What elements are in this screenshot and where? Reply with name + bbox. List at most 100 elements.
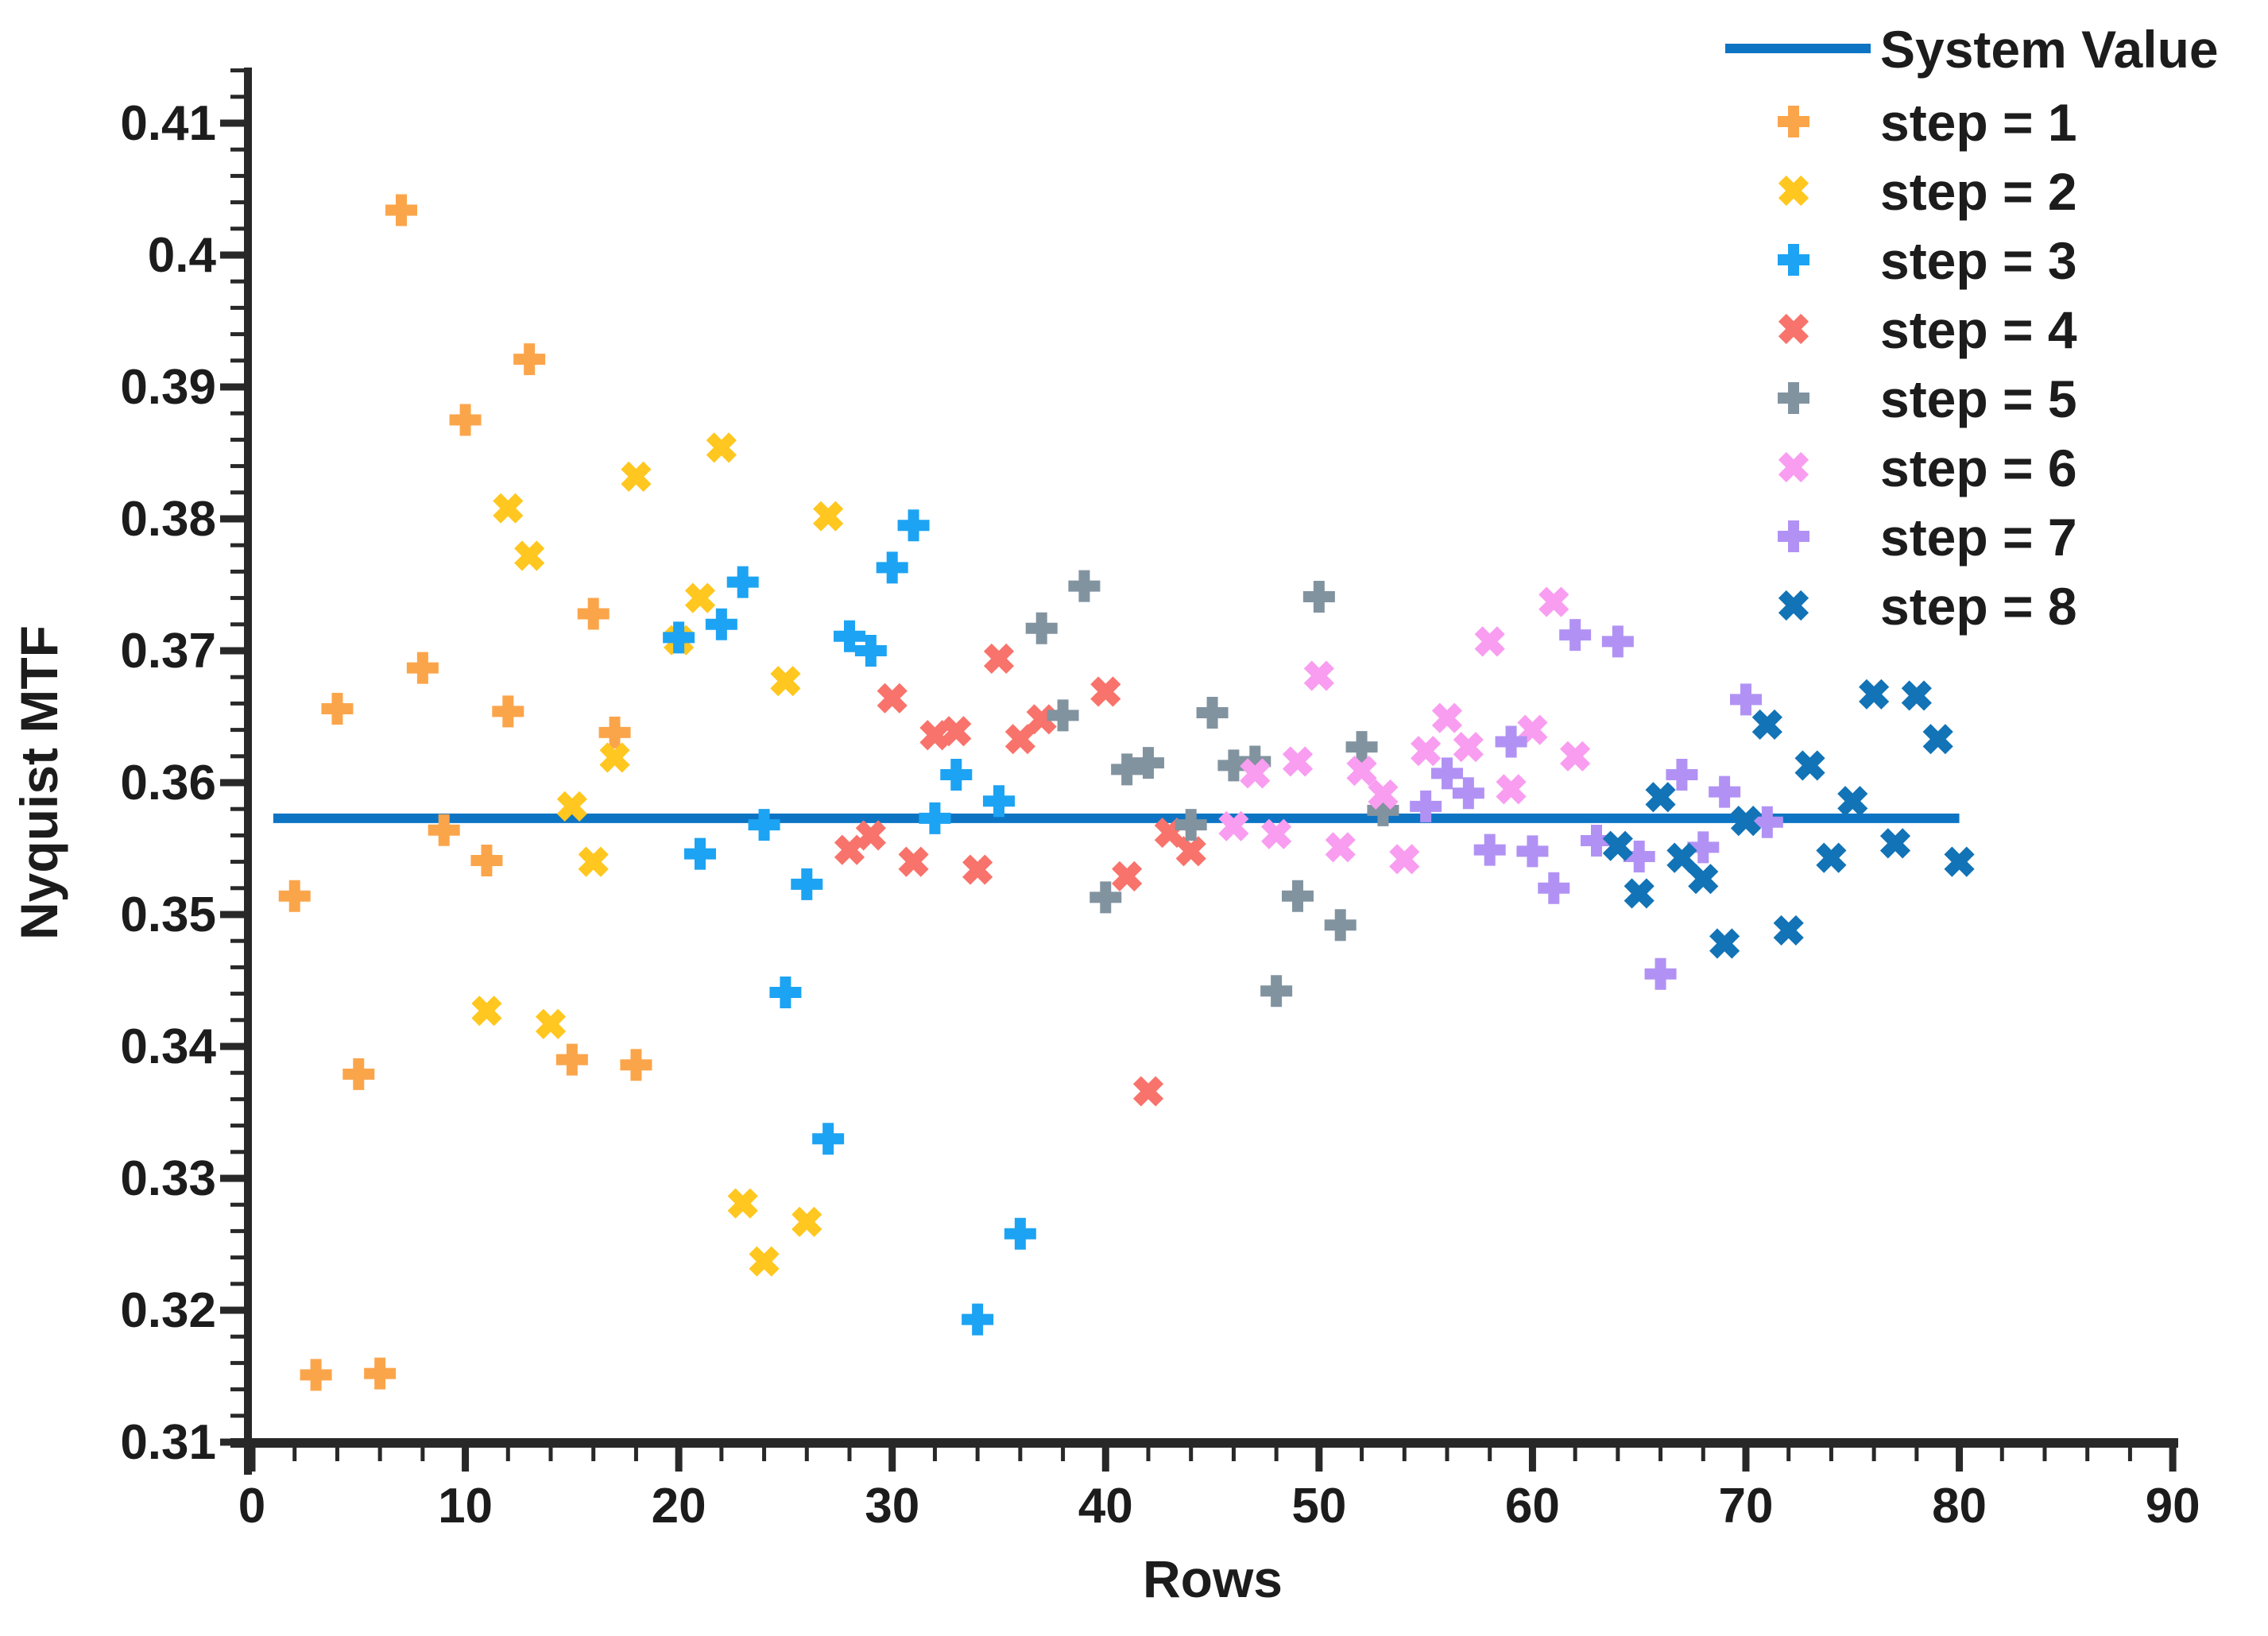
data-point xyxy=(428,814,460,846)
x-minor-tick xyxy=(377,1448,382,1461)
legend-label-step-6: step = 6 xyxy=(1880,439,2077,497)
data-point xyxy=(1453,732,1484,763)
y-minor-tick xyxy=(230,569,244,574)
y-minor-tick xyxy=(230,701,244,706)
data-point xyxy=(278,880,311,912)
data-point xyxy=(1368,779,1399,810)
y-major-tick xyxy=(220,515,244,523)
legend-marker-step-5 xyxy=(1778,382,1809,414)
y-major-tick xyxy=(220,1438,244,1446)
y-minor-tick xyxy=(230,1414,244,1418)
x-minor-tick xyxy=(335,1448,339,1461)
data-point xyxy=(1751,806,1783,838)
data-point xyxy=(705,608,737,640)
legend-label-step-4: step = 4 xyxy=(1880,300,2077,359)
legend-label-step-8: step = 8 xyxy=(1880,577,2077,636)
y-minor-tick xyxy=(230,1202,244,1207)
data-point xyxy=(1090,676,1121,707)
y-major-tick xyxy=(220,1306,244,1314)
data-point xyxy=(1516,835,1549,868)
y-minor-tick xyxy=(230,411,244,416)
y-major-tick xyxy=(220,1174,244,1182)
series-step-4 xyxy=(834,643,1206,1107)
x-minor-tick xyxy=(1616,1448,1620,1461)
y-minor-tick xyxy=(230,992,244,996)
data-point xyxy=(727,1188,758,1219)
data-point xyxy=(599,742,630,773)
x-minor-tick xyxy=(1402,1448,1407,1461)
data-point xyxy=(577,598,610,630)
legend-label-step-7: step = 7 xyxy=(1880,508,2077,567)
y-axis: 0.31 0.32 0.33 0.34 0.35 0.36 0.37 0.38 0.39 0.4 0… xyxy=(120,68,244,1470)
data-point xyxy=(321,693,354,725)
data-point xyxy=(1175,809,1207,841)
legend-label-step-3: step = 3 xyxy=(1880,231,2077,290)
x-major-tick xyxy=(462,1448,470,1472)
data-point xyxy=(1260,975,1293,1008)
x-minor-tick xyxy=(420,1448,425,1461)
data-point xyxy=(1794,750,1825,781)
x-major-tick xyxy=(1315,1448,1323,1472)
series-step-7 xyxy=(1410,619,1783,990)
x-minor-tick xyxy=(1274,1448,1279,1461)
y-axis-label: Nyquist MTF xyxy=(10,625,68,940)
legend-label-step-5: step = 5 xyxy=(1880,369,2077,428)
y-minor-tick xyxy=(230,938,244,943)
x-minor-tick xyxy=(932,1448,937,1461)
y-minor-tick xyxy=(230,200,244,205)
data-point xyxy=(1688,864,1719,895)
legend-marker-step-8 xyxy=(1778,590,1809,621)
data-point xyxy=(620,1049,652,1081)
x-axis-label: Rows xyxy=(1143,1549,1283,1608)
legend-label-step-2: step = 2 xyxy=(1880,162,2077,221)
data-point xyxy=(1410,790,1442,822)
data-point xyxy=(962,854,993,885)
y-minor-tick xyxy=(230,226,244,231)
y-tick-label: 0.35 xyxy=(120,888,216,942)
y-minor-tick xyxy=(230,1124,244,1128)
y-tick-label: 0.41 xyxy=(120,96,216,151)
data-point xyxy=(748,809,780,841)
x-major-tick xyxy=(248,1448,256,1472)
y-minor-tick xyxy=(230,173,244,178)
data-point xyxy=(791,868,823,900)
data-point xyxy=(833,620,865,652)
x-minor-tick xyxy=(1914,1448,1919,1461)
data-point xyxy=(1047,699,1079,732)
data-point xyxy=(1559,619,1592,652)
data-point xyxy=(1645,782,1676,813)
x-tick-label: 70 xyxy=(1719,1479,1774,1534)
y-minor-tick xyxy=(230,1096,244,1101)
y-minor-tick xyxy=(230,1228,244,1233)
x-tick-label: 80 xyxy=(1932,1479,1987,1534)
data-point xyxy=(1345,731,1378,764)
data-point xyxy=(578,846,609,877)
legend-marker-step-2 xyxy=(1778,175,1809,207)
y-minor-tick xyxy=(230,464,244,469)
x-tick-label: 60 xyxy=(1505,1479,1560,1534)
data-point xyxy=(513,343,546,376)
y-minor-tick xyxy=(230,1150,244,1154)
data-point xyxy=(1261,818,1292,849)
x-minor-tick xyxy=(847,1448,852,1461)
y-minor-tick xyxy=(230,860,244,864)
x-minor-tick xyxy=(591,1448,596,1461)
series-step-1 xyxy=(278,194,652,1391)
data-point xyxy=(1709,928,1740,959)
y-minor-tick xyxy=(230,1070,244,1075)
data-point xyxy=(1218,810,1249,841)
x-minor-tick xyxy=(633,1448,638,1461)
x-major-tick xyxy=(2169,1448,2177,1472)
y-minor-tick xyxy=(230,437,244,442)
x-minor-tick xyxy=(1360,1448,1364,1461)
y-minor-tick xyxy=(230,1255,244,1260)
data-point xyxy=(983,643,1015,675)
x-tick-label: 30 xyxy=(865,1479,919,1534)
y-minor-tick xyxy=(230,622,244,627)
x-minor-tick xyxy=(975,1448,980,1461)
data-point xyxy=(919,802,951,834)
data-point xyxy=(1346,755,1377,787)
data-point xyxy=(535,1008,567,1039)
y-axis-spine xyxy=(244,68,252,1475)
